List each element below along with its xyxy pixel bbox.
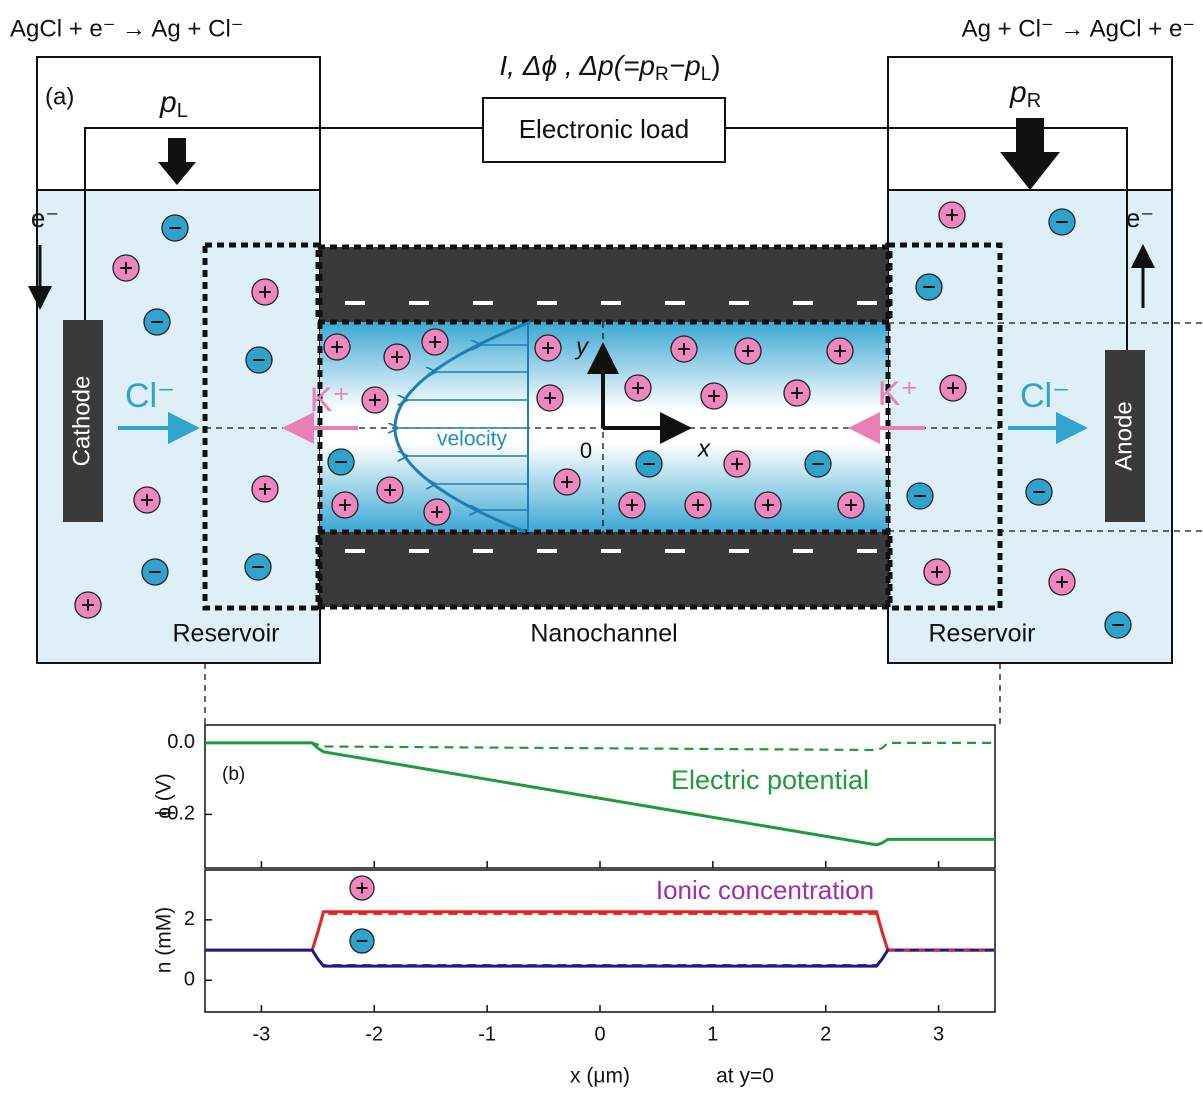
series-line	[205, 741, 995, 847]
y-tick-label: 0	[184, 969, 195, 991]
series-line	[205, 912, 995, 952]
cation-left: K⁺	[310, 381, 351, 419]
x-tick-label: -1	[478, 1023, 496, 1045]
y-axis-label: n (mM)	[153, 907, 176, 974]
pressure-right: pR	[1009, 76, 1041, 112]
anode-electrode	[1105, 350, 1145, 522]
y-tick-label: 2	[184, 908, 195, 930]
cathode-label: Cathode	[68, 376, 95, 467]
annotation: Electric potential	[671, 765, 869, 795]
measured-quantities: I, Δϕ , Δp(=pR−pL)	[499, 50, 720, 85]
pressure-symbol: p	[1009, 76, 1027, 109]
channel-label: Nanochannel	[530, 620, 677, 648]
top-wall	[320, 247, 888, 322]
axis-x-label: x	[697, 435, 711, 462]
origin-label: 0	[580, 438, 592, 463]
velocity-label: velocity	[437, 428, 508, 451]
cation-right: K⁺	[878, 375, 919, 413]
x-tick-label: 3	[933, 1023, 944, 1045]
pressure-subscript: L	[177, 100, 188, 122]
x-tick-label: 1	[707, 1023, 718, 1045]
measured-subscript: R	[655, 64, 669, 85]
measured-part: −p	[669, 50, 701, 81]
pressure-arrow-left	[158, 138, 196, 185]
reservoir-left-label: Reservoir	[173, 620, 280, 648]
cathode-electrode	[63, 320, 103, 522]
y-axis-label: ϕ (V)	[153, 773, 176, 819]
anion-left: Cl⁻	[125, 377, 175, 415]
anode-label: Anode	[1110, 401, 1137, 470]
series-line	[205, 949, 995, 967]
measured-subscript: L	[701, 64, 712, 85]
pressure-symbol: p	[159, 86, 177, 119]
reaction-right: Ag + Cl⁻ → AgCl + e⁻	[962, 15, 1195, 42]
velocity-profile	[395, 320, 532, 534]
electron-left: e⁻	[31, 203, 59, 233]
reaction-left: AgCl + e⁻ → Ag + Cl⁻	[10, 15, 243, 42]
x-tick-label: 2	[820, 1023, 831, 1045]
load-label: Electronic load	[519, 114, 690, 144]
pressure-arrow-right	[1000, 118, 1060, 190]
x-axis-note: at y=0	[716, 1065, 774, 1088]
pressure-subscript: R	[1027, 90, 1041, 112]
plot-frame	[204, 869, 996, 1013]
x-axis-label: x (μm)	[570, 1065, 630, 1088]
measured-part: I, Δϕ , Δp(=p	[499, 50, 655, 81]
x-tick-label: 0	[594, 1023, 605, 1045]
x-tick-label: -3	[253, 1023, 271, 1045]
bottom-wall	[320, 532, 888, 607]
anion-right: Cl⁻	[1020, 377, 1070, 415]
y-tick-label: -0.2	[161, 803, 195, 825]
load-box	[482, 97, 726, 163]
annotation: Ionic concentration	[656, 875, 874, 905]
panel-label: (a)	[45, 83, 74, 110]
reservoir-right-label: Reservoir	[929, 620, 1036, 648]
x-tick-label: -2	[365, 1023, 383, 1045]
series-line	[205, 741, 995, 752]
plot-frame	[204, 724, 996, 869]
pressure-left: pL	[159, 86, 188, 122]
panel-label: (b)	[222, 764, 245, 785]
y-tick-label: 0.0	[167, 731, 195, 753]
measured-part: )	[711, 50, 720, 81]
electron-right: e⁻	[1126, 203, 1154, 233]
axis-y-label: y	[574, 333, 590, 360]
